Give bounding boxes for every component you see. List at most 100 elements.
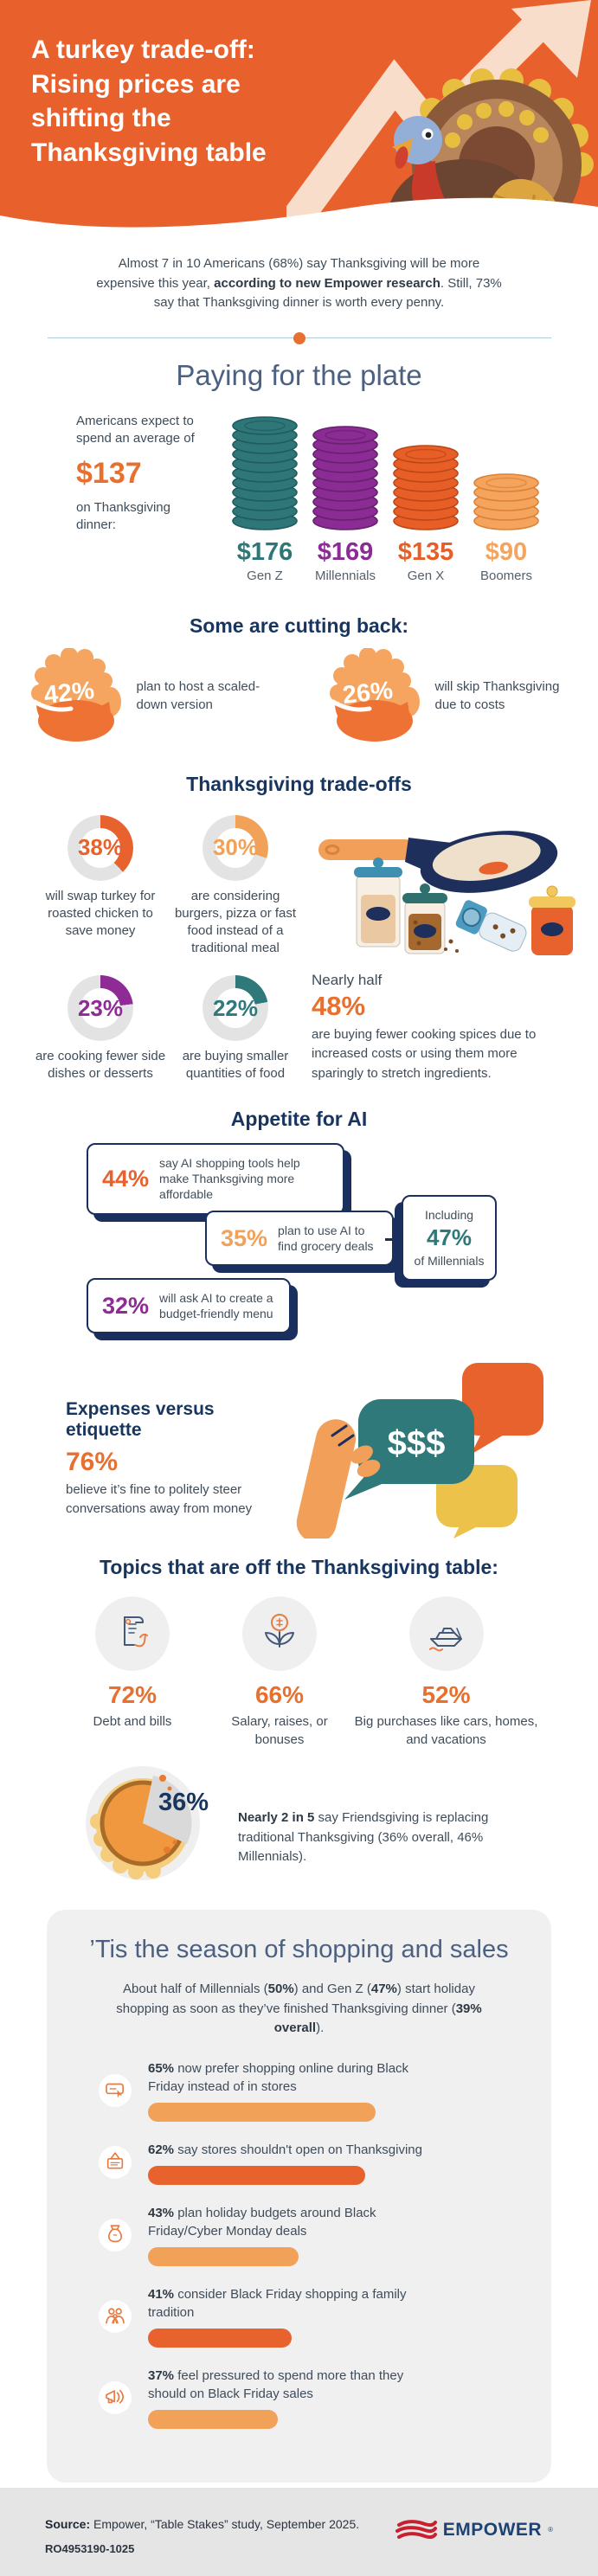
pumpkin-pie-icon: [86, 1766, 200, 1880]
coin-stack-genx: $135 Gen X: [391, 434, 460, 583]
section-divider: [47, 331, 551, 344]
pepper-grinder: [455, 899, 527, 952]
donut-percent: 30%: [212, 834, 259, 860]
salary-plant-icon: [265, 1614, 294, 1648]
page-title: A turkey trade-off: Rising prices are shif…: [31, 35, 267, 167]
ai-card: 32% will ask AI to create a budget-frien…: [87, 1278, 291, 1334]
spices-block: Nearly half 48% are buying fewer cooking…: [303, 815, 588, 1084]
ai-percent: 35%: [221, 1224, 268, 1251]
shopping-panel: ’Tis the season of shopping and sales Ab…: [47, 1910, 551, 2483]
pie-block: 36%: [82, 1761, 212, 1884]
buy-online-icon: [106, 2083, 124, 2098]
donut-label: are cooking fewer side dishes or dessert…: [35, 1049, 166, 1082]
lead-post: on Thanksgiving dinner:: [76, 499, 170, 533]
stat-percent: 41%: [148, 2286, 175, 2302]
ai-text: will ask AI to create a budget-friendly …: [159, 1291, 273, 1321]
topic-percent: 72%: [107, 1681, 158, 1708]
coin-stack-millennials: $169 Millennials: [311, 415, 380, 583]
spending-chart: Americans expect to spend an average of …: [0, 406, 598, 583]
ai-card: 35% plan to use AI to find grocery deals: [205, 1211, 394, 1267]
stat-percent: 62%: [148, 2142, 175, 2157]
stat-percent: 43%: [148, 2205, 175, 2220]
ai-text: say AI shopping tools help make Thanksgi…: [159, 1156, 300, 1202]
donut-percent: 38%: [77, 834, 124, 860]
section-title-cutting-back: Some are cutting back:: [189, 613, 409, 637]
stat-bar: [148, 2102, 376, 2122]
coin-stack-icon: [230, 406, 299, 531]
stat-bar: [148, 2409, 278, 2429]
icon-disc: [99, 2146, 132, 2179]
topic-label: Debt and bills: [93, 1714, 172, 1729]
pan-and-spices-illustration: [318, 830, 575, 955]
donut-gauges: 38% will swap turkey for roasted chicken…: [35, 814, 303, 1084]
etiquette-caption: believe it’s fine to politely steer conv…: [66, 1482, 253, 1516]
icon-disc: [99, 2299, 132, 2333]
section-title-ai: Appetite for AI: [230, 1108, 368, 1130]
stat-text: 65% now prefer shopping online during Bl…: [148, 2060, 409, 2094]
yacht-icon: [428, 1628, 462, 1652]
empower-logo: EMPOWER ®: [395, 2519, 553, 2541]
aside-percent: 47%: [426, 1224, 473, 1251]
friendsgiving-section: 36% Nearly 2 in 5 say Friendsgiving is r…: [0, 1761, 598, 1884]
stat-text: 41% consider Black Friday shopping a fam…: [148, 2286, 407, 2320]
turkey-icon: 42%: [21, 646, 125, 743]
divider-dot-icon: [293, 331, 305, 344]
footer: Source: Empower, “Table Stakes” study, S…: [0, 2487, 598, 2576]
shopping-intro: About half of Millennials (50%) and Gen …: [116, 1982, 482, 2035]
ai-card: 44% say AI shopping tools help make Than…: [87, 1143, 344, 1215]
donut-ring: [68, 814, 133, 881]
closed-sign-icon: [106, 2152, 124, 2169]
stack-label: Gen Z: [247, 568, 283, 583]
cutback-item: 42% plan to host a scaled-down version: [21, 646, 280, 743]
stat-percent: 65%: [148, 2060, 175, 2076]
coin-stack-icon: [311, 415, 380, 531]
source-line: Source: Empower, “Table Stakes” study, S…: [45, 2516, 360, 2531]
spice-jar-orange: [529, 885, 575, 955]
coin-stack-boomers: $90 Boomers: [472, 463, 541, 583]
coin-stacks: $176 Gen Z $169 Millennials $135 Gen X $…: [230, 406, 541, 583]
topic-item: 52% Big purchases like cars, homes, and …: [353, 1596, 539, 1749]
section-title-shopping: ’Tis the season of shopping and sales: [89, 1936, 509, 1963]
money-bag-icon: [107, 2224, 123, 2242]
ai-stats: 44% say AI shopping tools help make Than…: [0, 1138, 598, 1356]
hand-money-bubbles-illustration: $$$: [296, 1363, 543, 1539]
topic-item: 66% Salary, raises, or bonuses: [206, 1596, 353, 1749]
intro-paragraph: Almost 7 in 10 Americans (68%) say Thank…: [96, 256, 502, 310]
footer-source: Source: Empower, “Table Stakes” study, S…: [45, 2517, 359, 2555]
etiquette-text: Expenses versus etiquette 76% believe it…: [66, 1399, 286, 1519]
donut-label: will swap turkey for roasted chicken to …: [45, 888, 156, 939]
card-connector: [385, 1238, 402, 1241]
aside-pre: Including: [424, 1208, 474, 1222]
donut-ring: [68, 975, 133, 1041]
stack-value: $135: [397, 537, 454, 566]
shopping-bar-chart: 65% now prefer shopping online during Bl…: [47, 2059, 551, 2429]
donut-percent: 23%: [77, 994, 124, 1021]
donut-label: are buying smaller quantities of food: [182, 1049, 289, 1082]
spices-text: are buying fewer cooking spices due to i…: [312, 1026, 537, 1081]
registered-mark: ®: [548, 2526, 553, 2534]
family-icon: [106, 2307, 125, 2323]
spice-jar-tan: [354, 857, 402, 947]
topic-disc: [408, 1596, 484, 1671]
donut-percent: 22%: [212, 994, 259, 1021]
header-wave: [0, 197, 598, 232]
trade-offs-content: 38% will swap turkey for roasted chicken…: [0, 814, 598, 1084]
spices-percent: 48%: [312, 990, 366, 1021]
average-amount: $137: [76, 457, 142, 490]
donut-stat: 38% will swap turkey for roasted chicken…: [35, 814, 166, 959]
ai-percent: 32%: [102, 1292, 150, 1319]
megaphone-icon: [106, 2389, 124, 2404]
topic-percent: 66%: [254, 1681, 305, 1708]
topic-item: 72% Debt and bills: [59, 1596, 206, 1749]
donut-stat: 23% are cooking fewer side dishes or des…: [35, 975, 166, 1083]
cutback-text: will skip Thanksgiving due to costs: [434, 678, 560, 712]
shopping-stat: 43% plan holiday budgets around Black Fr…: [47, 2204, 551, 2266]
donut-stat: 30% are considering burgers, pizza or fa…: [170, 814, 301, 959]
friendsgiving-percent: 36%: [158, 1789, 209, 1816]
stat-percent: 37%: [148, 2367, 175, 2383]
aside-post: of Millennials: [414, 1254, 485, 1269]
donut-stat: 22% are buying smaller quantities of foo…: [170, 975, 301, 1083]
donut-ring: [203, 814, 268, 881]
empower-waves-icon: [395, 2519, 437, 2539]
